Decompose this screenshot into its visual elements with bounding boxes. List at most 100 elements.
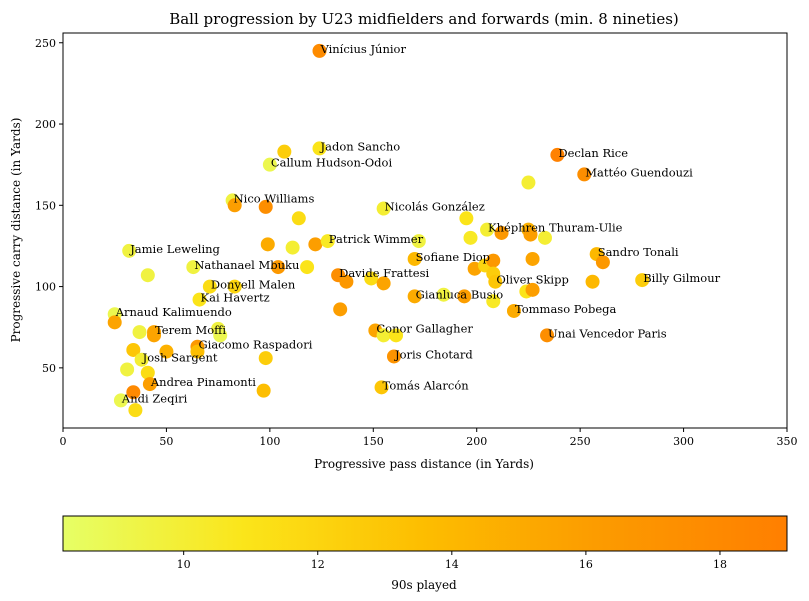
points-layer <box>107 43 650 418</box>
point-label: Joris Chotard <box>394 347 473 361</box>
data-point <box>126 342 141 357</box>
point-label: Khéphren Thuram-Ulie <box>488 221 623 235</box>
data-point <box>227 198 242 213</box>
data-point <box>262 157 277 172</box>
data-point <box>436 287 451 302</box>
colorbar-ticks: 10 12 14 16 18 <box>177 551 727 571</box>
data-point <box>128 403 143 418</box>
data-point <box>376 201 391 216</box>
point-label: Giacomo Raspadori <box>198 338 312 352</box>
point-label: Nicolás González <box>385 200 485 214</box>
point-label: Conor Gallagher <box>376 321 473 335</box>
data-point <box>122 243 137 258</box>
data-point <box>525 251 540 266</box>
data-point <box>202 279 217 294</box>
data-point <box>463 230 478 245</box>
data-point <box>494 225 509 240</box>
point-label: Josh Sargent <box>142 351 218 365</box>
colorbar-gradient <box>62 515 788 552</box>
data-point <box>595 255 610 270</box>
colorbar-tick-label: 16 <box>579 558 593 571</box>
point-label: Terem Moffi <box>155 323 226 337</box>
data-point <box>190 344 205 359</box>
data-point <box>132 325 147 340</box>
colorbar-label: 90s played <box>391 578 457 592</box>
data-point <box>364 271 379 286</box>
colorbar-tick-label: 18 <box>713 558 727 571</box>
y-axis-ticks: 50 100 150 200 250 <box>35 37 63 375</box>
data-point <box>523 227 538 242</box>
data-point <box>291 211 306 226</box>
point-label: Jamie Leweling <box>129 242 220 256</box>
y-tick-label: 200 <box>35 118 56 131</box>
data-point <box>488 274 503 289</box>
point-label: Jadon Sancho <box>320 139 401 153</box>
data-point <box>407 289 422 304</box>
colorbar-tick-label: 12 <box>311 558 325 571</box>
point-label: Oliver Skipp <box>496 273 569 287</box>
x-tick-label: 150 <box>363 435 384 448</box>
point-label: Nico Williams <box>234 191 315 205</box>
y-tick-label: 100 <box>35 281 56 294</box>
data-point <box>635 273 650 288</box>
data-point <box>258 199 273 214</box>
data-point <box>480 222 495 237</box>
data-point <box>312 43 327 58</box>
data-point <box>227 279 242 294</box>
data-point <box>389 328 404 343</box>
data-point <box>374 380 389 395</box>
data-point <box>376 328 391 343</box>
data-point <box>140 365 155 380</box>
data-point <box>339 274 354 289</box>
point-label: Patrick Wimmer <box>329 232 424 246</box>
point-label: Declan Rice <box>558 146 628 160</box>
data-point <box>486 253 501 268</box>
colorbar: 10 12 14 16 18 90s played <box>62 515 788 592</box>
x-tick-label: 350 <box>777 435 798 448</box>
y-tick-label: 250 <box>35 37 56 50</box>
chart-title: Ball progression by U23 midfielders and … <box>169 10 679 28</box>
point-label: Sandro Tonali <box>598 245 679 259</box>
data-point <box>213 328 228 343</box>
data-point <box>107 315 122 330</box>
y-tick-label: 150 <box>35 199 56 212</box>
data-point <box>550 147 565 162</box>
point-label: Gianluca Busio <box>416 287 504 301</box>
point-label: Tommaso Pobega <box>515 302 617 316</box>
data-point <box>540 328 555 343</box>
point-label: Davide Frattesi <box>339 266 429 280</box>
x-axis-ticks: 0 50 100 150 200 250 300 350 <box>60 428 798 448</box>
point-label: Andi Zeqiri <box>121 391 188 405</box>
x-tick-label: 250 <box>570 435 591 448</box>
colorbar-tick-label: 10 <box>177 558 191 571</box>
x-tick-label: 100 <box>259 435 280 448</box>
data-point <box>312 141 327 156</box>
data-point <box>386 349 401 364</box>
data-point <box>577 167 592 182</box>
data-point <box>486 294 501 309</box>
point-label: Callum Hudson-Odoi <box>271 156 393 170</box>
data-point <box>285 240 300 255</box>
data-point <box>459 211 474 226</box>
data-point <box>186 260 201 275</box>
point-label: Billy Gilmour <box>643 271 720 285</box>
data-point <box>376 276 391 291</box>
colorbar-tick-label: 14 <box>445 558 459 571</box>
y-axis-label: Progressive carry distance (in Yards) <box>9 118 23 343</box>
data-point <box>126 385 141 400</box>
x-tick-label: 300 <box>673 435 694 448</box>
point-label: Tomás Alarcón <box>383 378 470 392</box>
x-tick-label: 50 <box>159 435 173 448</box>
point-label: Vinícius Júnior <box>320 42 407 56</box>
x-axis-label: Progressive pass distance (in Yards) <box>314 457 534 471</box>
data-point <box>333 302 348 317</box>
data-point <box>271 260 286 275</box>
data-point <box>457 289 472 304</box>
data-point <box>537 230 552 245</box>
data-point <box>260 237 275 252</box>
data-point <box>258 351 273 366</box>
point-label: Arnaud Kalimuendo <box>115 305 232 319</box>
data-point <box>411 234 426 249</box>
point-label: Sofiane Diop <box>416 250 490 264</box>
